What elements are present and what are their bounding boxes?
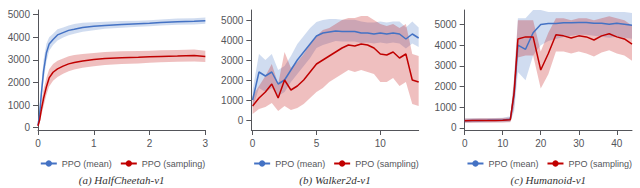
svg-text:2000: 2000	[434, 81, 457, 92]
svg-text:0: 0	[451, 122, 457, 133]
svg-text:3: 3	[203, 138, 209, 149]
svg-text:5000: 5000	[221, 15, 244, 26]
svg-text:40: 40	[611, 138, 623, 149]
svg-text:PPO (sampling): PPO (sampling)	[355, 159, 419, 169]
svg-text:(a) HalfCheetah-v1: (a) HalfCheetah-v1	[79, 174, 165, 187]
svg-text:0: 0	[250, 138, 256, 149]
svg-text:30: 30	[573, 138, 585, 149]
svg-text:2000: 2000	[8, 77, 31, 88]
svg-text:3000: 3000	[8, 54, 31, 65]
svg-text:PPO (sampling): PPO (sampling)	[568, 159, 632, 169]
svg-text:10: 10	[375, 138, 387, 149]
svg-text:PPO (mean): PPO (mean)	[488, 159, 538, 169]
svg-text:0: 0	[24, 122, 30, 133]
svg-text:3000: 3000	[434, 60, 457, 71]
svg-text:5000: 5000	[8, 9, 31, 20]
svg-text:4000: 4000	[434, 40, 457, 51]
svg-text:(c) Humanoid-v1: (c) Humanoid-v1	[511, 174, 586, 187]
svg-text:5000: 5000	[434, 19, 457, 30]
svg-text:0: 0	[462, 138, 468, 149]
svg-text:1: 1	[91, 138, 97, 149]
svg-text:4000: 4000	[8, 32, 31, 43]
svg-text:1000: 1000	[221, 95, 244, 106]
svg-text:5: 5	[314, 138, 320, 149]
svg-text:0: 0	[238, 115, 244, 126]
svg-text:1000: 1000	[8, 100, 31, 111]
svg-text:1000: 1000	[434, 102, 457, 113]
svg-text:4000: 4000	[221, 35, 244, 46]
svg-text:3000: 3000	[221, 55, 244, 66]
svg-text:20: 20	[535, 138, 547, 149]
svg-text:PPO (mean): PPO (mean)	[275, 159, 325, 169]
svg-text:PPO (sampling): PPO (sampling)	[142, 159, 206, 169]
svg-text:10: 10	[497, 138, 509, 149]
svg-text:PPO (mean): PPO (mean)	[62, 159, 112, 169]
svg-text:(b) Walker2d-v1: (b) Walker2d-v1	[299, 174, 370, 187]
svg-text:0: 0	[35, 138, 41, 149]
svg-text:2: 2	[147, 138, 153, 149]
svg-text:2000: 2000	[221, 75, 244, 86]
